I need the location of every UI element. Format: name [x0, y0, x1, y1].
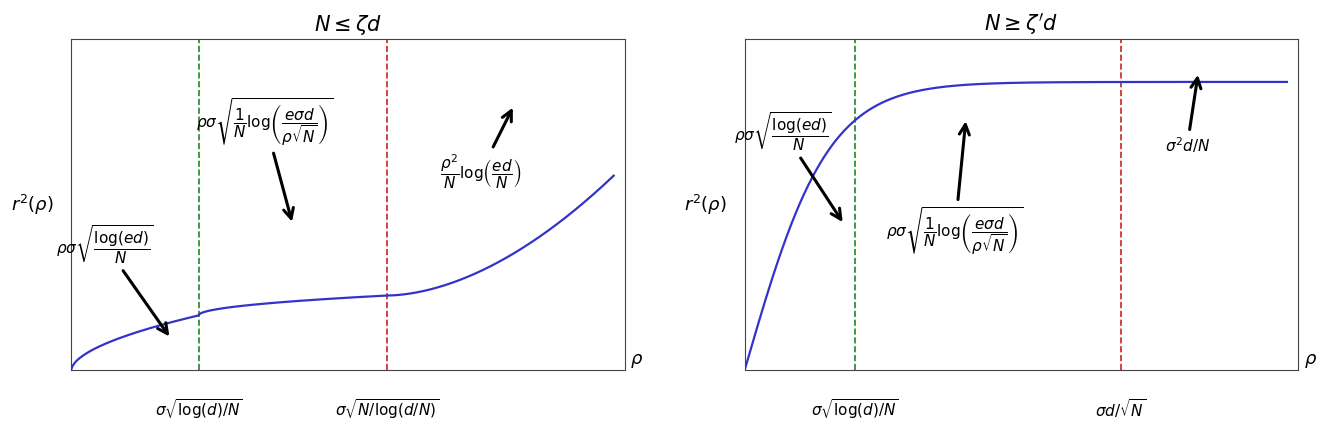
Text: $\rho\sigma\sqrt{\dfrac{1}{N}\log\!\left(\dfrac{e\sigma d}{\rho\sqrt{N}}\right)}: $\rho\sigma\sqrt{\dfrac{1}{N}\log\!\left… — [886, 124, 1023, 257]
Text: $\sigma\sqrt{N/\log(d/N)}$: $\sigma\sqrt{N/\log(d/N)}$ — [334, 397, 439, 421]
Text: $\rho$: $\rho$ — [630, 352, 644, 370]
Text: $\dfrac{\rho^2}{N}\log\!\left(\dfrac{ed}{N}\right)$: $\dfrac{\rho^2}{N}\log\!\left(\dfrac{ed}… — [441, 111, 522, 191]
Text: $\rho\sigma\sqrt{\dfrac{\log(ed)}{N}}$: $\rho\sigma\sqrt{\dfrac{\log(ed)}{N}}$ — [734, 111, 841, 219]
Text: $\rho$: $\rho$ — [1303, 352, 1316, 370]
Text: $\sigma d/\sqrt{N}$: $\sigma d/\sqrt{N}$ — [1095, 397, 1147, 420]
Text: $\sigma\sqrt{\log(d)/N}$: $\sigma\sqrt{\log(d)/N}$ — [155, 397, 243, 421]
Text: $\rho\sigma\sqrt{\dfrac{1}{N}\log\!\left(\dfrac{e\sigma d}{\rho\sqrt{N}}\right)}: $\rho\sigma\sqrt{\dfrac{1}{N}\log\!\left… — [196, 96, 333, 219]
Text: $\sigma\sqrt{\log(d)/N}$: $\sigma\sqrt{\log(d)/N}$ — [811, 397, 900, 421]
Title: $N \geq \zeta' d$: $N \geq \zeta' d$ — [985, 11, 1059, 37]
Text: $\rho\sigma\sqrt{\dfrac{\log(ed)}{N}}$: $\rho\sigma\sqrt{\dfrac{\log(ed)}{N}}$ — [56, 223, 167, 334]
Text: $\sigma^2 d/N$: $\sigma^2 d/N$ — [1165, 78, 1210, 155]
Y-axis label: $r^2(\rho)$: $r^2(\rho)$ — [685, 193, 727, 216]
Y-axis label: $r^2(\rho)$: $r^2(\rho)$ — [11, 193, 54, 216]
Title: $N \leq \zeta d$: $N \leq \zeta d$ — [314, 13, 382, 37]
